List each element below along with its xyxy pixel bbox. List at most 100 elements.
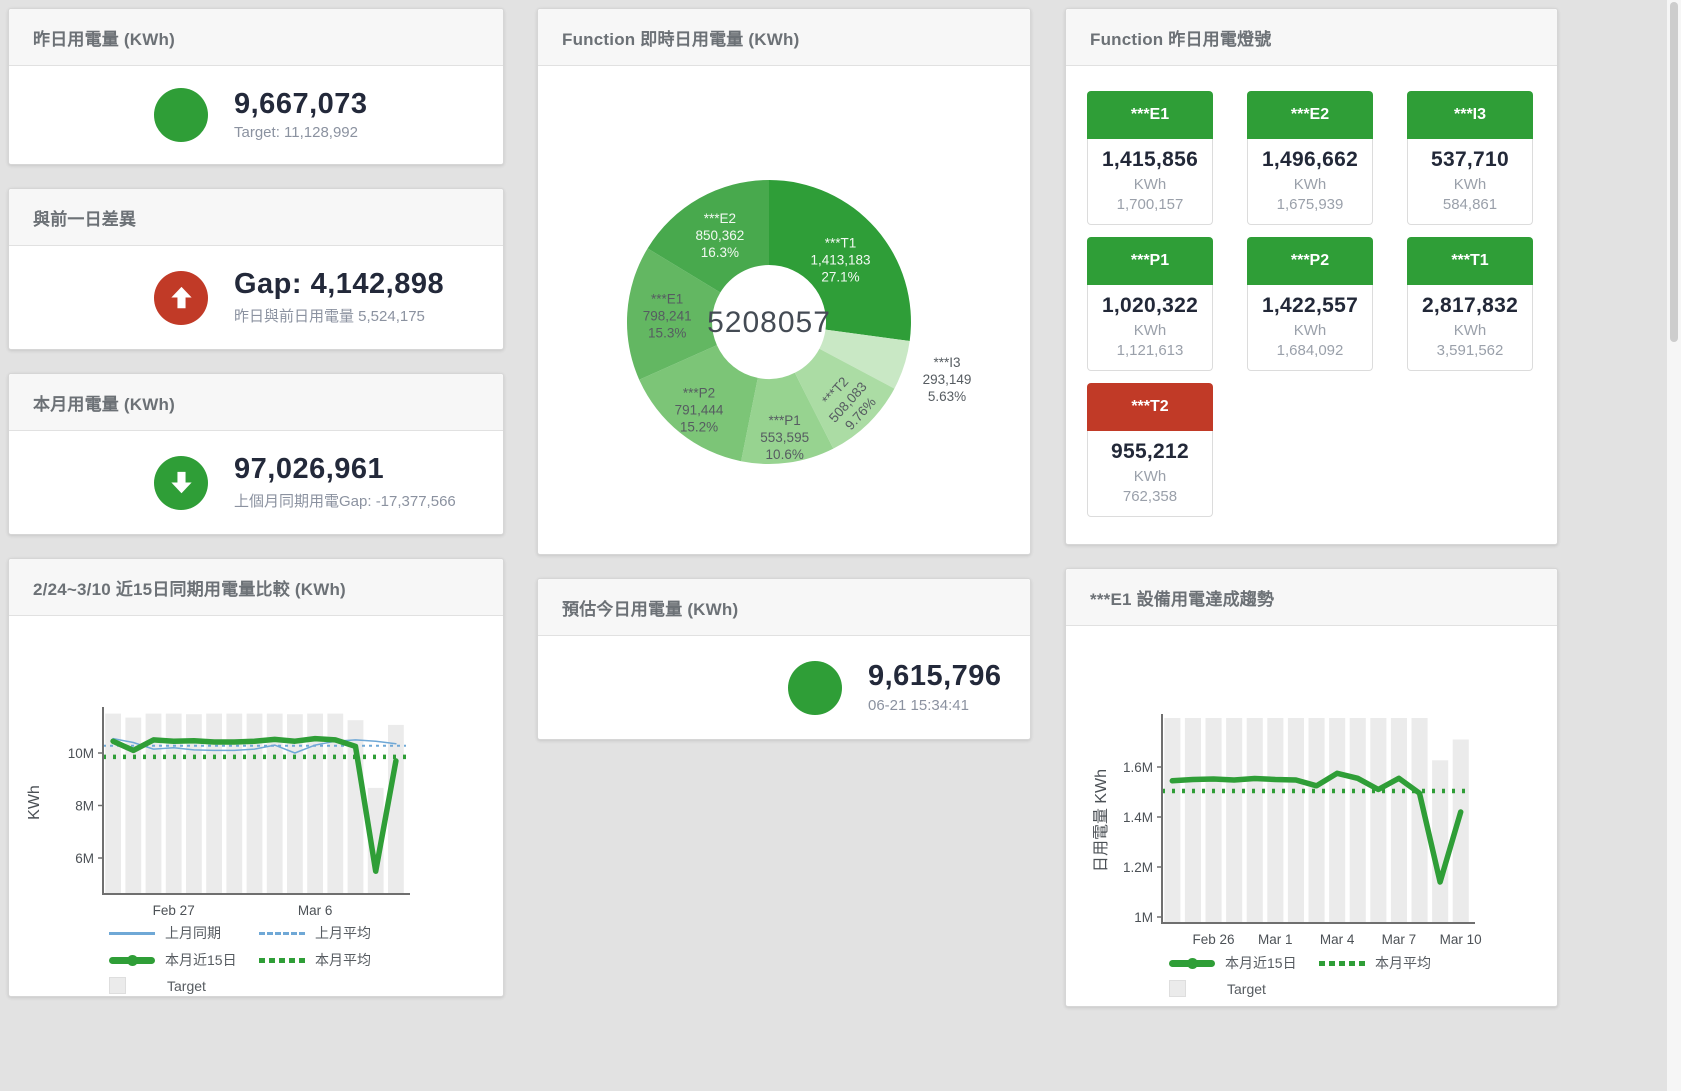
legend-item-Target[interactable]: Target bbox=[1169, 980, 1319, 997]
stat-subtext: 上個月同期用電Gap: -17,377,566 bbox=[234, 492, 456, 510]
tile-value: 955,212 bbox=[1110, 440, 1189, 463]
legend-row: Target bbox=[1169, 980, 1469, 997]
svg-text:Mar 4: Mar 4 bbox=[1320, 932, 1355, 947]
svg-text:1.2M: 1.2M bbox=[1123, 860, 1153, 875]
compare-chart-plot[interactable]: 6M 8M 10M Feb 27 Mar 6 KWh bbox=[9, 616, 501, 922]
panel-e1-trend-chart: ***E1 設備用電達成趨勢 1M 1.2M 1.4M 1.6M Feb 26 Mar 1… bbox=[1065, 568, 1558, 1007]
tile-value: 1,415,856 bbox=[1101, 148, 1199, 171]
tile-body: 1,496,662 KWh 1,675,939 bbox=[1247, 139, 1373, 225]
donut-chart[interactable]: ***T1 1,413,183 27.1%***I3 293,149 5.63%***T… bbox=[538, 66, 1028, 553]
svg-text:1.6M: 1.6M bbox=[1123, 760, 1153, 775]
panel-yesterday-usage: 昨日用電量 (KWh) 9,667,073 Target: 11,128,992 bbox=[8, 8, 504, 165]
tile-value: 2,817,832 bbox=[1421, 294, 1519, 317]
trend-chart-plot[interactable]: 1M 1.2M 1.4M 1.6M Feb 26 Mar 1 Mar 4 Mar 7 Mar 1… bbox=[1066, 626, 1555, 952]
legend-item-上月同期[interactable]: 上月同期 bbox=[109, 923, 259, 943]
tile-body: 1,020,322 KWh 1,121,613 bbox=[1087, 285, 1213, 371]
donut-slice-P2[interactable] bbox=[639, 345, 758, 462]
svg-text:Feb 26: Feb 26 bbox=[1192, 932, 1234, 947]
panel-title: 與前一日差異 bbox=[33, 209, 137, 229]
donut-slice-E2[interactable] bbox=[647, 180, 769, 293]
tile-status-header: ***I3 bbox=[1407, 91, 1533, 139]
arrow-down-icon bbox=[154, 455, 208, 510]
donut-slice-T2[interactable] bbox=[794, 348, 895, 449]
legend-swatch-square bbox=[109, 977, 126, 994]
tile-value: 1,422,557 bbox=[1261, 294, 1359, 317]
panel-title: 昨日用電量 (KWh) bbox=[33, 29, 175, 49]
tile-unit: KWh bbox=[1133, 322, 1167, 339]
legend-item-Target[interactable]: Target bbox=[109, 977, 259, 994]
legend-item-上月平均[interactable]: 上月平均 bbox=[259, 923, 409, 943]
legend-label: 本月近15日 bbox=[165, 952, 237, 968]
donut-slice-I3[interactable] bbox=[819, 329, 910, 389]
panel-yesterday-status-lights: Function 昨日用電燈號 ***E1 1,415,856 KWh 1,700,1… bbox=[1065, 8, 1558, 545]
panel-month-usage: 本月用電量 (KWh) 97,026,961 上個月同期用電Gap: -17,3… bbox=[8, 373, 504, 535]
panel-15day-compare-chart: 2/24~3/10 近15日同期用電量比較 (KWh) 6M 8M 10M Feb 2… bbox=[8, 558, 504, 997]
page-scrollbar[interactable] bbox=[1666, 0, 1681, 1091]
panel-header-yesterday-usage[interactable]: 昨日用電量 (KWh) bbox=[9, 9, 503, 66]
donut-slice-label: ***E2 850,362 16.3% bbox=[695, 211, 744, 260]
scrollbar-thumb[interactable] bbox=[1670, 2, 1678, 342]
stat-value: Gap: 4,142,898 bbox=[234, 268, 445, 301]
stat-value: 97,026,961 bbox=[234, 453, 385, 486]
legend-label: 本月平均 bbox=[1375, 955, 1431, 971]
svg-text:Mar 1: Mar 1 bbox=[1258, 932, 1293, 947]
legend-swatch-dash bbox=[259, 931, 305, 935]
compare-chart-legend: 上月同期 上月平均本月近15日 本月平均 Target bbox=[109, 923, 409, 994]
legend-item-本月近15日[interactable]: 本月近15日 bbox=[1169, 953, 1319, 973]
tile-body: 1,422,557 KWh 1,684,092 bbox=[1247, 285, 1373, 371]
status-tile-T1: ***T1 2,817,832 KWh 3,591,562 bbox=[1407, 237, 1533, 371]
status-tile-E2: ***E2 1,496,662 KWh 1,675,939 bbox=[1247, 91, 1373, 225]
panel-header-15day-compare[interactable]: 2/24~3/10 近15日同期用電量比較 (KWh) bbox=[9, 559, 503, 616]
legend-row: 本月近15日 本月平均 bbox=[1169, 953, 1469, 973]
legend-item-本月平均[interactable]: 本月平均 bbox=[259, 950, 409, 970]
panel-estimate-today: 預估今日用電量 (KWh) 9,615,796 06-21 15:34:41 bbox=[537, 578, 1031, 740]
legend-label: Target bbox=[167, 977, 206, 994]
legend-label: 上月同期 bbox=[165, 925, 221, 941]
panel-header-status-lights[interactable]: Function 昨日用電燈號 bbox=[1066, 9, 1557, 66]
tile-target: 1,121,613 bbox=[1116, 342, 1184, 359]
status-tiles-grid: ***E1 1,415,856 KWh 1,700,157 ***E2 1,496,662… bbox=[1087, 91, 1533, 517]
donut-slice-label: ***P1 553,595 10.6% bbox=[760, 413, 809, 462]
panel-header-prev-day-gap[interactable]: 與前一日差異 bbox=[9, 189, 503, 246]
tile-unit: KWh bbox=[1133, 176, 1167, 193]
legend-item-本月近15日[interactable]: 本月近15日 bbox=[109, 950, 259, 970]
status-tile-E1: ***E1 1,415,856 KWh 1,700,157 bbox=[1087, 91, 1213, 225]
donut-slice-P1[interactable] bbox=[741, 372, 834, 464]
stat-subtext: Target: 11,128,992 bbox=[234, 124, 358, 142]
donut-slice-label: ***P2 791,444 15.2% bbox=[675, 385, 724, 434]
legend-label: Target bbox=[1227, 980, 1266, 997]
status-tile-T2: ***T2 955,212 KWh 762,358 bbox=[1087, 383, 1213, 517]
svg-text:10M: 10M bbox=[68, 746, 94, 761]
tile-target: 584,861 bbox=[1442, 196, 1498, 213]
panel-header-month-usage[interactable]: 本月用電量 (KWh) bbox=[9, 374, 503, 431]
legend-row: Target bbox=[109, 977, 409, 994]
panel-title: ***E1 設備用電達成趨勢 bbox=[1090, 589, 1275, 609]
legend-row: 本月近15日 本月平均 bbox=[109, 950, 409, 970]
legend-label: 本月平均 bbox=[315, 952, 371, 968]
tile-value: 1,496,662 bbox=[1261, 148, 1359, 171]
donut-slice-E1[interactable] bbox=[626, 248, 721, 380]
stat-value: 9,615,796 bbox=[868, 660, 1002, 693]
status-tile-I3: ***I3 537,710 KWh 584,861 bbox=[1407, 91, 1533, 225]
svg-text:Feb 27: Feb 27 bbox=[153, 903, 195, 918]
legend-item-本月平均[interactable]: 本月平均 bbox=[1319, 953, 1469, 973]
svg-text:8M: 8M bbox=[75, 799, 94, 814]
tile-value: 537,710 bbox=[1430, 148, 1509, 171]
panel-title: Function 昨日用電燈號 bbox=[1090, 29, 1272, 49]
status-tile-P1: ***P1 1,020,322 KWh 1,121,613 bbox=[1087, 237, 1213, 371]
tile-status-header: ***P1 bbox=[1087, 237, 1213, 285]
donut-slice-label: ***E1 798,241 15.3% bbox=[643, 292, 692, 341]
svg-text:Mar 7: Mar 7 bbox=[1382, 932, 1417, 947]
trend-chart-legend: 本月近15日 本月平均 Target bbox=[1169, 953, 1469, 997]
tile-value: 1,020,322 bbox=[1101, 294, 1199, 317]
donut-center-value: 5208057 bbox=[707, 306, 831, 339]
panel-header-realtime-donut[interactable]: Function 即時日用電量 (KWh) bbox=[538, 9, 1030, 66]
donut-slice-T1[interactable] bbox=[769, 180, 911, 341]
stat-subtext: 06-21 15:34:41 bbox=[868, 696, 969, 714]
tile-unit: KWh bbox=[1293, 322, 1327, 339]
tile-unit: KWh bbox=[1133, 468, 1167, 485]
stat-value: 9,667,073 bbox=[234, 87, 368, 120]
panel-header-e1-trend[interactable]: ***E1 設備用電達成趨勢 bbox=[1066, 569, 1557, 626]
tile-status-header: ***P2 bbox=[1247, 237, 1373, 285]
panel-header-estimate-today[interactable]: 預估今日用電量 (KWh) bbox=[538, 579, 1030, 636]
